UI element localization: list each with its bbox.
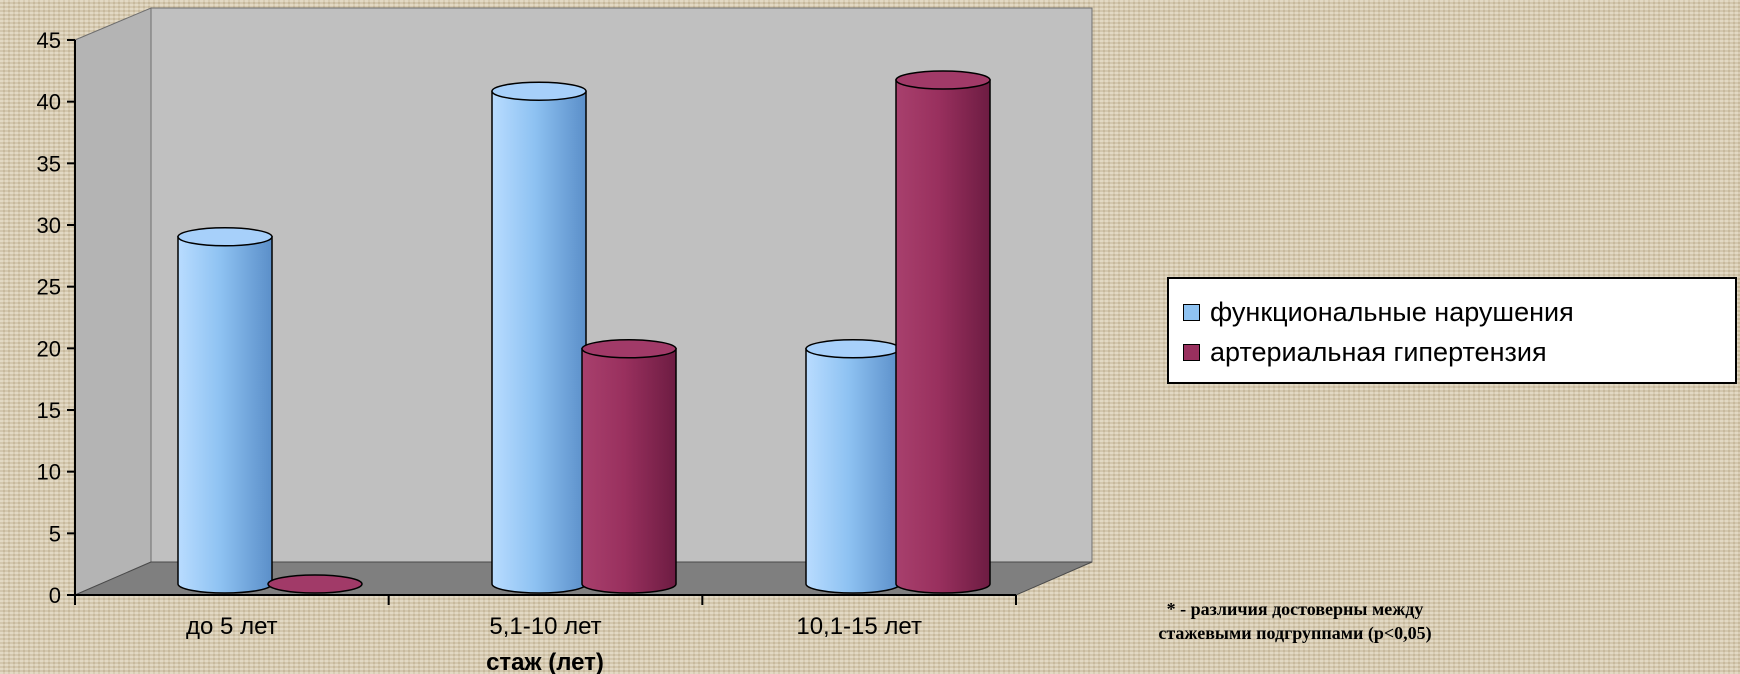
y-tick-label: 0 — [49, 583, 61, 608]
legend-item-functional: функциональные нарушения — [1183, 297, 1574, 328]
y-tick-label: 40 — [37, 90, 61, 115]
legend: функциональные нарушения артериальная ги… — [1167, 277, 1737, 384]
legend-swatch-red-icon — [1183, 344, 1200, 361]
x-tick-label: до 5 лет — [186, 613, 278, 640]
y-tick-label: 20 — [37, 336, 61, 361]
legend-item-hypertension: артериальная гипертензия — [1183, 337, 1547, 368]
footnote-line-2: стажевыми подгруппами (p<0,05) — [1158, 623, 1432, 643]
y-tick-label: 30 — [37, 213, 61, 238]
legend-label-functional: функциональные нарушения — [1210, 297, 1574, 327]
y-tick-label: 15 — [37, 398, 61, 423]
chart-side-wall — [74, 7, 152, 596]
y-tick-label: 35 — [37, 151, 61, 176]
footnote-line-1: * - различия достоверны между — [1166, 599, 1424, 619]
y-tick-label: 45 — [37, 28, 61, 53]
y-tick-label: 10 — [37, 460, 61, 485]
legend-swatch-blue-icon — [1183, 304, 1200, 321]
x-tick-label: 10,1-15 лет — [796, 613, 922, 640]
x-axis-title: стаж (лет) — [486, 649, 604, 674]
y-tick-label: 25 — [37, 275, 61, 300]
y-tick-label: 5 — [49, 521, 61, 546]
bar-hypertension-1 — [581, 339, 677, 594]
bar-hypertension-0 — [267, 574, 363, 594]
footnote: * - различия достоверны между стажевыми … — [1085, 597, 1505, 645]
bar-hypertension-2 — [895, 70, 991, 594]
legend-label-hypertension: артериальная гипертензия — [1210, 337, 1547, 367]
bar-functional-1 — [491, 81, 587, 594]
bar-functional-2 — [805, 339, 901, 594]
bar-functional-0 — [177, 227, 273, 594]
x-tick-label: 5,1-10 лет — [489, 613, 601, 640]
